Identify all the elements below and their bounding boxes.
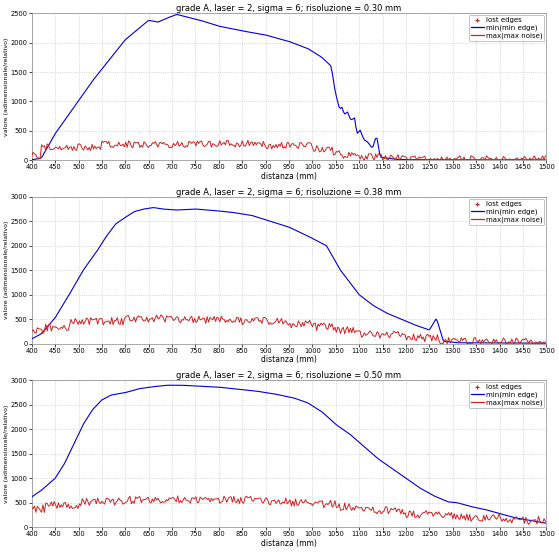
Legend: lost edges, min(min edge), max(max noise): lost edges, min(min edge), max(max noise… <box>469 15 544 41</box>
X-axis label: distanza (mm): distanza (mm) <box>261 172 317 181</box>
X-axis label: distanza (mm): distanza (mm) <box>261 355 317 364</box>
Legend: lost edges, min(min edge), max(max noise): lost edges, min(min edge), max(max noise… <box>469 383 544 408</box>
Legend: lost edges, min(min edge), max(max noise): lost edges, min(min edge), max(max noise… <box>469 199 544 225</box>
Title: grade A, laser = 2, sigma = 6; risoluzione = 0.38 mm: grade A, laser = 2, sigma = 6; risoluzio… <box>177 188 402 197</box>
Y-axis label: valore (adimensionale/relativo): valore (adimensionale/relativo) <box>4 38 9 136</box>
Title: grade A, laser = 2, sigma = 6; risoluzione = 0.50 mm: grade A, laser = 2, sigma = 6; risoluzio… <box>177 371 401 380</box>
Y-axis label: valore (adimensionale/relativo): valore (adimensionale/relativo) <box>4 221 9 320</box>
Y-axis label: valore (adimensionale/relativo): valore (adimensionale/relativo) <box>4 405 9 503</box>
Title: grade A, laser = 2, sigma = 6; risoluzione = 0.30 mm: grade A, laser = 2, sigma = 6; risoluzio… <box>177 4 402 13</box>
X-axis label: distanza (mm): distanza (mm) <box>261 539 317 548</box>
